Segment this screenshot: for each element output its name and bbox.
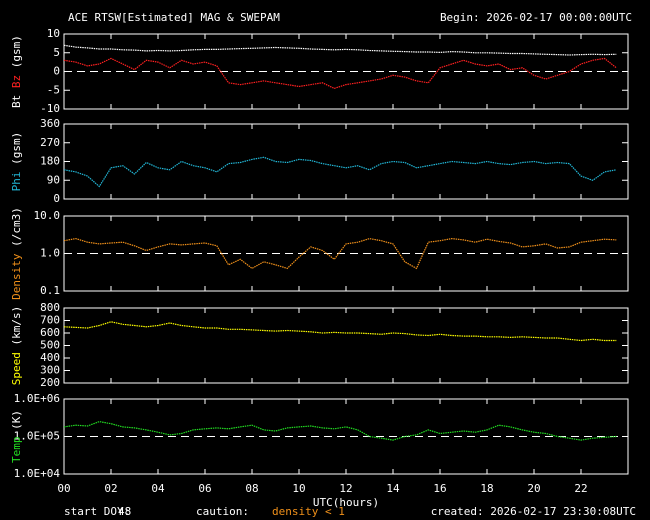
y-tick-label: 0 <box>53 192 60 205</box>
legend-entry: Phi <box>10 171 23 191</box>
start-doy-label: start DOY: <box>64 505 130 518</box>
x-tick-label: 16 <box>433 482 446 495</box>
legend-entry: Density <box>10 253 23 300</box>
y-axis-unit: (km/s) <box>10 306 23 346</box>
y-tick-label: 1.0 <box>40 247 60 260</box>
caution-label: caution: <box>196 505 249 518</box>
y-tick-label: 0 <box>53 65 60 78</box>
y-tick-label: 360 <box>40 117 60 130</box>
legend-entry: Temp <box>10 437 23 464</box>
y-tick-label: 270 <box>40 136 60 149</box>
x-axis-label: UTC(hours) <box>313 496 379 509</box>
x-tick-label: 06 <box>198 482 211 495</box>
y-axis-label: Speed (km/s) <box>10 306 23 386</box>
x-tick-label: 22 <box>574 482 587 495</box>
y-tick-label: 10 <box>47 27 60 40</box>
data-line <box>63 321 617 342</box>
panel-frame <box>63 123 629 200</box>
y-axis-unit: (/cm3) <box>10 207 23 247</box>
x-tick-label: 00 <box>57 482 70 495</box>
y-axis-label: Density (/cm3) <box>10 207 23 300</box>
legend-entry: Bt <box>10 95 23 108</box>
begin-time: Begin: 2026-02-17 00:00:00UTC <box>440 11 632 24</box>
x-tick-label: 20 <box>527 482 540 495</box>
y-tick-label: 700 <box>40 314 60 327</box>
y-axis-unit: (K) <box>10 410 23 430</box>
y-tick-label: 500 <box>40 339 60 352</box>
y-tick-label: 0.1 <box>40 284 60 297</box>
y-tick-label: 300 <box>40 364 60 377</box>
y-tick-label: 180 <box>40 155 60 168</box>
y-tick-label: 800 <box>40 301 60 314</box>
start-doy: 48 <box>118 505 131 518</box>
data-line <box>63 156 617 188</box>
chart-title: ACE RTSW[Estimated] MAG & SWEPAM <box>68 11 280 24</box>
created-time: created: 2026-02-17 23:30:08UTC <box>431 505 636 518</box>
y-tick-label: 1.0E+04 <box>14 467 61 480</box>
data-line <box>63 237 617 270</box>
y-tick-label: -10 <box>40 102 60 115</box>
y-axis-label: Phi (gsm) <box>10 132 23 192</box>
y-tick-label: -5 <box>47 83 60 96</box>
x-tick-label: 18 <box>480 482 493 495</box>
y-tick-label: 10.0 <box>34 209 61 222</box>
x-tick-label: 10 <box>292 482 305 495</box>
panel-frame <box>63 307 629 384</box>
data-line <box>63 420 617 441</box>
legend-entry: Speed <box>10 352 23 385</box>
data-line <box>63 57 617 90</box>
y-tick-label: 1.0E+05 <box>14 430 60 443</box>
y-tick-label: 5 <box>53 46 60 59</box>
legend-entry: Bz <box>10 75 23 88</box>
x-tick-label: 12 <box>339 482 352 495</box>
y-axis-label: Temp (K) <box>10 410 23 463</box>
x-tick-label: 08 <box>245 482 258 495</box>
y-tick-label: 600 <box>40 326 60 339</box>
y-axis-label: Bt Bz (gsm) <box>10 35 23 108</box>
y-axis-unit: (gsm) <box>10 35 23 68</box>
caution: density < 1 <box>272 505 345 518</box>
y-tick-label: 1.0E+06 <box>14 392 60 405</box>
x-tick-label: 02 <box>104 482 117 495</box>
y-axis-unit: (gsm) <box>10 132 23 165</box>
y-tick-label: 200 <box>40 376 60 389</box>
y-tick-label: 400 <box>40 351 60 364</box>
data-line <box>63 44 617 56</box>
x-tick-label: 04 <box>151 482 165 495</box>
x-tick-label: 14 <box>386 482 400 495</box>
y-tick-label: 90 <box>47 173 60 186</box>
